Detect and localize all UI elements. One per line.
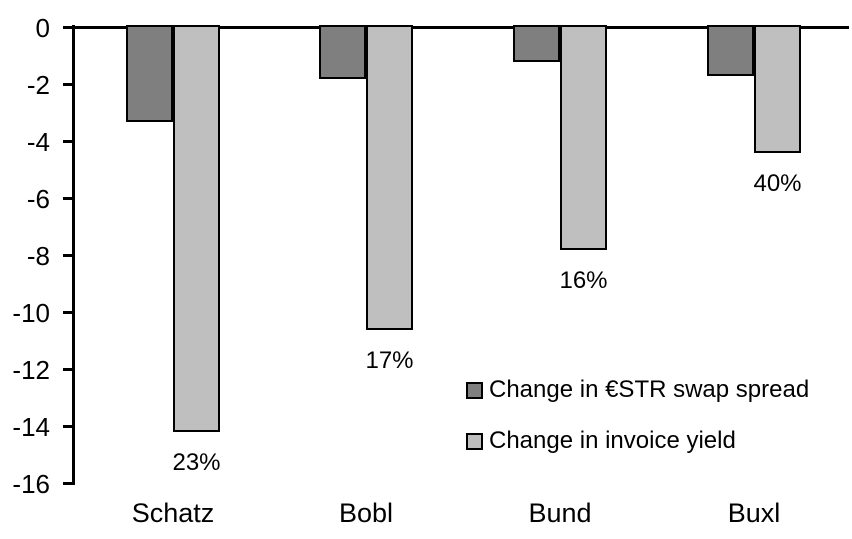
legend-swatch-icon	[466, 432, 483, 450]
legend-label: Change in invoice yield	[489, 427, 736, 454]
y-axis-tick	[63, 196, 75, 200]
category-label-bund: Bund	[528, 498, 592, 528]
y-tick-label: -16	[12, 469, 50, 499]
bar-swap-spread-schatz	[126, 25, 173, 122]
bar-invoice-yield-schatz	[173, 25, 220, 433]
y-axis-tick	[63, 481, 75, 485]
bar-value-label: 17%	[365, 346, 414, 374]
bar-swap-spread-bund	[513, 25, 560, 62]
y-axis-tick	[63, 25, 75, 29]
bar-value-label: 16%	[559, 266, 608, 294]
legend-swatch-icon	[466, 381, 483, 399]
y-tick-label: -10	[12, 298, 50, 328]
y-tick-label: -12	[12, 355, 50, 385]
bar-invoice-yield-buxl	[754, 25, 801, 153]
legend-item-swap-spread: Change in €STR swap spread	[466, 378, 809, 402]
y-axis-tick	[63, 253, 75, 257]
bar-swap-spread-bobl	[319, 25, 366, 79]
y-tick-label: -2	[26, 70, 50, 100]
y-tick-label: -14	[12, 412, 50, 442]
bar-invoice-yield-bund	[560, 25, 607, 250]
y-tick-label: -8	[26, 241, 50, 271]
category-label-bobl: Bobl	[338, 498, 394, 528]
y-axis-tick	[63, 367, 75, 371]
y-tick-label: 0	[35, 13, 50, 43]
bar-swap-spread-buxl	[707, 25, 754, 76]
y-axis-tick	[63, 139, 75, 143]
category-label-buxl: Buxl	[727, 498, 781, 528]
bar-value-label: 40%	[753, 169, 802, 197]
y-axis-tick	[63, 424, 75, 428]
category-label-schatz: Schatz	[131, 498, 215, 528]
y-tick-label: -6	[26, 184, 50, 214]
bar-invoice-yield-bobl	[366, 25, 413, 330]
y-axis-tick	[63, 82, 75, 86]
legend-label: Change in €STR swap spread	[489, 376, 810, 403]
y-axis-tick	[63, 310, 75, 314]
legend-item-invoice-yield: Change in invoice yield	[466, 429, 736, 453]
bar-value-label: 23%	[172, 449, 221, 477]
x-axis-line	[66, 25, 849, 29]
y-tick-label: -4	[26, 127, 50, 157]
